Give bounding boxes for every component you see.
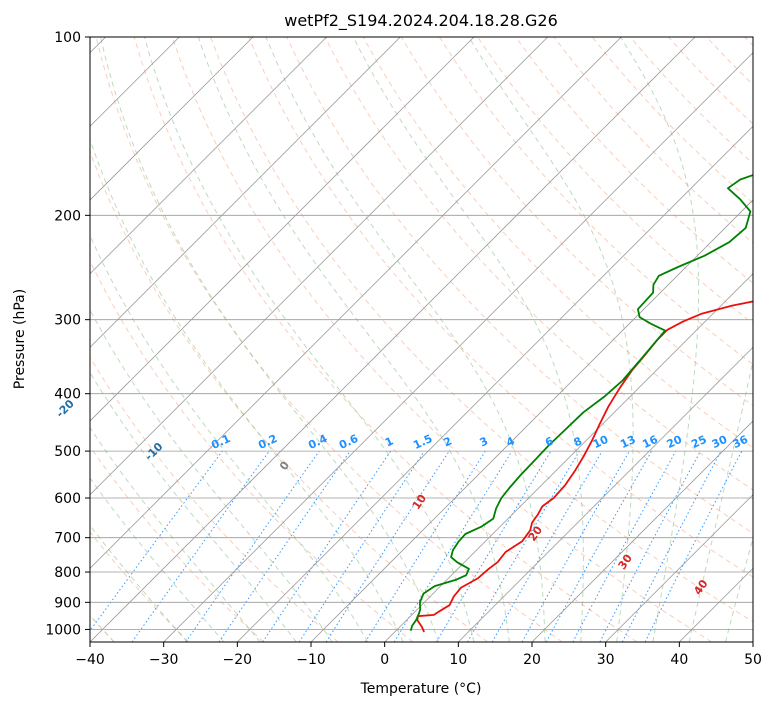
dry-adiabat-line: [171, 37, 712, 642]
chart-title: wetPf2_S194.2024.204.18.28.G26: [284, 11, 558, 31]
mixing-ratio-line: [325, 450, 450, 642]
isotherm-line: [384, 273, 753, 642]
mixing-ratio-line: [572, 450, 677, 642]
moist-adiabat-line: [144, 37, 475, 642]
isotherm-line: [531, 420, 753, 642]
x-tick-label: 10: [449, 652, 467, 668]
y-tick-label: 300: [54, 313, 81, 329]
isotherm-line: [90, 37, 622, 569]
x-tick-label: −40: [75, 652, 105, 668]
mixing-ratio-label: 10: [591, 433, 611, 451]
dry-adiabat-line: [210, 37, 753, 623]
isotherm-line: [237, 125, 753, 642]
y-tick-label: 1000: [45, 622, 81, 638]
mixing-ratio-label: 20: [665, 433, 685, 451]
x-tick-label: −20: [223, 652, 253, 668]
y-tick-label: 600: [54, 491, 81, 507]
isotherm-line: [90, 37, 548, 496]
dry-adiabat-line: [90, 445, 264, 642]
mixing-ratio-line: [298, 450, 425, 642]
plot-frame: [89, 36, 754, 643]
moist-adiabat-line: [620, 37, 700, 642]
y-tick-label: 100: [54, 30, 81, 46]
isotherm-line: [458, 346, 753, 642]
dry-adiabat-line: [95, 37, 563, 642]
isotherm-line: [90, 37, 475, 422]
moist-adiabat-line: [352, 37, 584, 642]
mixing-ratio-line: [218, 450, 351, 642]
isotherm-line: [605, 494, 753, 642]
moist-adiabat-line: [100, 37, 439, 642]
mixing-ratio-line: [644, 450, 743, 642]
dry-adiabat-line: [90, 531, 190, 642]
isotherm-line: [163, 52, 753, 642]
mixing-ratio-line: [545, 450, 653, 642]
y-axis-label: Pressure (hPa): [12, 289, 28, 389]
x-axis-label: Temperature (°C): [360, 681, 482, 697]
mixing-ratio-label: 36: [731, 433, 751, 451]
gridlines: [90, 37, 753, 642]
moist-adiabat-line: [90, 426, 261, 642]
dry-adiabat-line: [400, 37, 753, 407]
moist-adiabat-line: [265, 37, 546, 642]
x-tick-label: 0: [380, 652, 389, 668]
moist-adiabat-line: [90, 371, 297, 642]
x-tick-label: −10: [296, 652, 326, 668]
mixing-ratio-label: 13: [618, 433, 637, 451]
x-tick-label: 50: [744, 652, 762, 668]
moist-adiabat-line: [90, 137, 404, 642]
mixing-ratio-line: [262, 450, 392, 642]
mixing-ratio-label: 25: [689, 433, 708, 451]
moist-adiabat-line: [90, 234, 369, 642]
mixing-ratio-line: [90, 450, 223, 632]
x-tick-label: 40: [670, 652, 688, 668]
profile-lines: [409, 174, 753, 633]
background-lines: [90, 37, 753, 642]
dry-adiabat-line: [133, 37, 638, 642]
x-axis: −40 −30 −20 −10 0 10 20 30 40 50: [75, 642, 762, 668]
mixing-ratio-line: [393, 450, 513, 642]
mixing-ratio-label: 16: [640, 433, 660, 451]
dry-adiabat-line: [515, 37, 753, 284]
y-axis: 1000 900 800 700 600 500 400 300 200 100: [45, 30, 90, 638]
y-tick-label: 800: [54, 565, 81, 581]
y-tick-label: 500: [54, 444, 81, 460]
mixing-ratio-line: [521, 450, 630, 642]
dry-adiabat-line: [248, 37, 753, 578]
y-tick-label: 700: [54, 531, 81, 547]
mixing-ratio-line: [185, 450, 320, 642]
y-tick-label: 200: [54, 208, 81, 224]
x-tick-label: −30: [149, 652, 179, 668]
x-tick-label: 30: [597, 652, 615, 668]
dry-adiabat-line: [438, 37, 753, 366]
isotherm-line: [90, 37, 327, 275]
dewpoint-line: [409, 174, 753, 631]
y-tick-label: 900: [54, 595, 81, 611]
mixing-ratio-line: [131, 450, 270, 642]
mixing-ratio-label: 30: [710, 433, 730, 451]
moist-adiabat-line: [90, 477, 225, 642]
y-tick-label: 400: [54, 387, 81, 403]
isotherm-line: [310, 199, 753, 642]
isotherm-line: [90, 37, 401, 348]
isotherm-line: [90, 37, 254, 201]
dry-adiabat-line: [90, 150, 488, 642]
dry-adiabat-line: [90, 356, 339, 642]
isotherm-line: [90, 37, 696, 642]
temperature-line: [416, 300, 753, 633]
moist-adiabat-line: [90, 524, 188, 642]
x-tick-label: 20: [523, 652, 541, 668]
